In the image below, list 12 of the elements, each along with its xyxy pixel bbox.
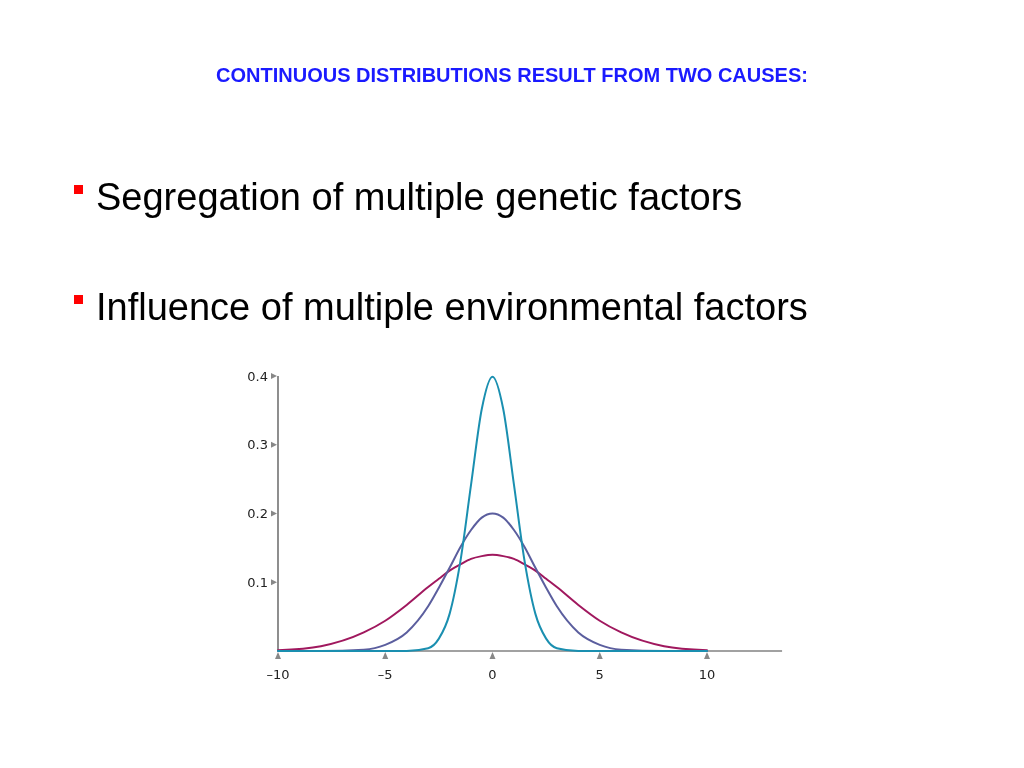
x-tick-label: –10 (266, 667, 290, 682)
x-tick-label: –5 (377, 667, 393, 682)
y-tick-label: 0.4 (247, 368, 268, 384)
x-tick-label: 5 (595, 667, 604, 682)
chart-title: CONTINUOUS DISTRIBUTIONS RESULT FROM TWO CAUSES: (216, 64, 808, 86)
y-tick-label: 0.1 (247, 574, 268, 590)
x-tick-label: 10 (698, 667, 716, 682)
x-tick-label: 0 (488, 667, 497, 682)
text: Influence of multiple environmental factors (96, 286, 808, 328)
y-tick-label: 0.3 (247, 437, 268, 453)
y-tick-label: 0.2 (247, 506, 268, 521)
text: Segregation of multiple genetic factors (96, 176, 743, 218)
